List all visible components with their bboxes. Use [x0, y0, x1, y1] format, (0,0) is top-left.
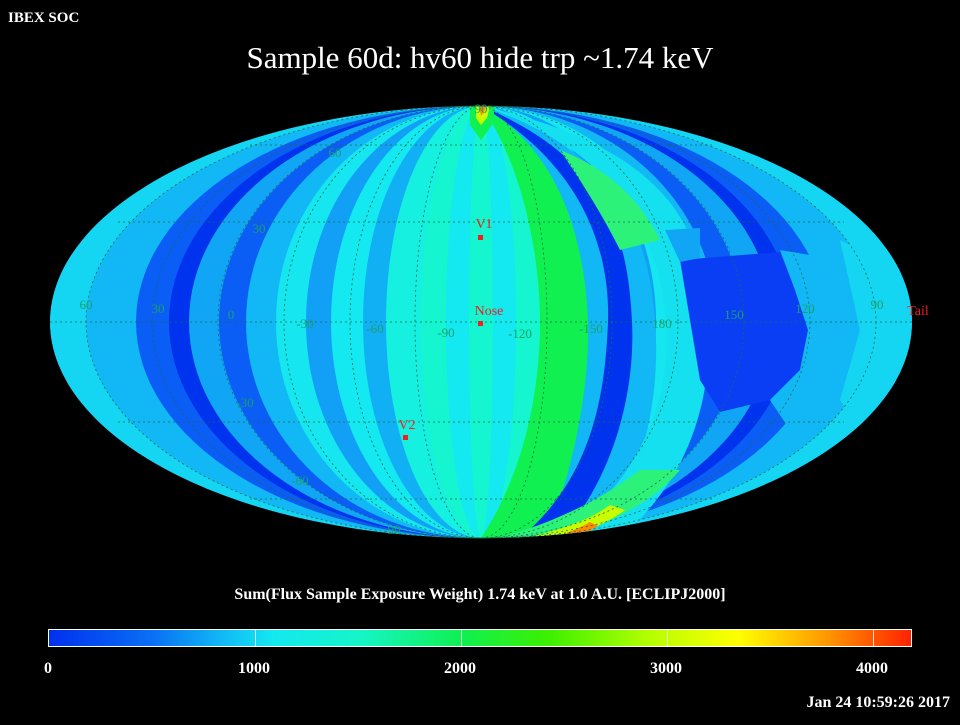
lat-label: 60 — [329, 145, 342, 160]
corner-label: IBEX SOC — [8, 10, 80, 26]
colorbar — [48, 629, 912, 647]
nose-marker — [478, 321, 483, 326]
tail-label: Tail — [907, 304, 929, 319]
colorbar-tick: 2000 — [444, 660, 476, 677]
lon-label: 180 — [652, 316, 672, 331]
lat-label: -60 — [291, 473, 308, 488]
lat-label: 30 — [253, 221, 266, 236]
colorbar-tick: 3000 — [650, 660, 682, 677]
colorbar-divider — [873, 630, 874, 646]
lat-label: -90 — [383, 522, 400, 537]
lon-label: 0 — [228, 307, 235, 322]
v2-label: V2 — [398, 418, 415, 433]
colorbar-title: Sum(Flux Sample Exposure Weight) 1.74 ke… — [234, 586, 726, 603]
lon-label: -120 — [508, 326, 532, 341]
lon-label: 60 — [80, 297, 93, 312]
lon-label: 30 — [152, 301, 165, 316]
lon-label: -60 — [366, 321, 383, 336]
nose-label: Nose — [475, 304, 504, 319]
lon-label: 120 — [795, 301, 815, 316]
lon-label: -150 — [579, 321, 603, 336]
colorbar-divider — [667, 630, 668, 646]
lon-label: 90 — [871, 297, 884, 312]
lat-label: 90 — [475, 101, 488, 116]
markers: V1 Nose V2 Tail — [398, 217, 929, 440]
v1-label: V1 — [475, 217, 492, 232]
timestamp: Jan 24 10:59:26 2017 — [806, 694, 950, 711]
lat-label: -30 — [236, 395, 253, 410]
latitude-labels: 60 30 -30 -60 -90 90 — [236, 101, 487, 537]
page-title: Sample 60d: hv60 hide trp ~1.74 keV — [246, 40, 714, 75]
longitude-labels: 60 30 0 -30 -60 -90 -120 -150 180 150 12… — [80, 297, 884, 341]
colorbar-tick: 1000 — [238, 660, 270, 677]
v1-marker — [478, 235, 483, 240]
v2-marker — [403, 435, 408, 440]
colorbar-divider — [461, 630, 462, 646]
lon-label: 150 — [724, 307, 744, 322]
colorbar-tick: 4000 — [856, 660, 888, 677]
lon-label: -30 — [296, 316, 313, 331]
lon-label: -90 — [437, 325, 454, 340]
colorbar-tick: 0 — [44, 660, 52, 677]
colorbar-divider — [255, 630, 256, 646]
